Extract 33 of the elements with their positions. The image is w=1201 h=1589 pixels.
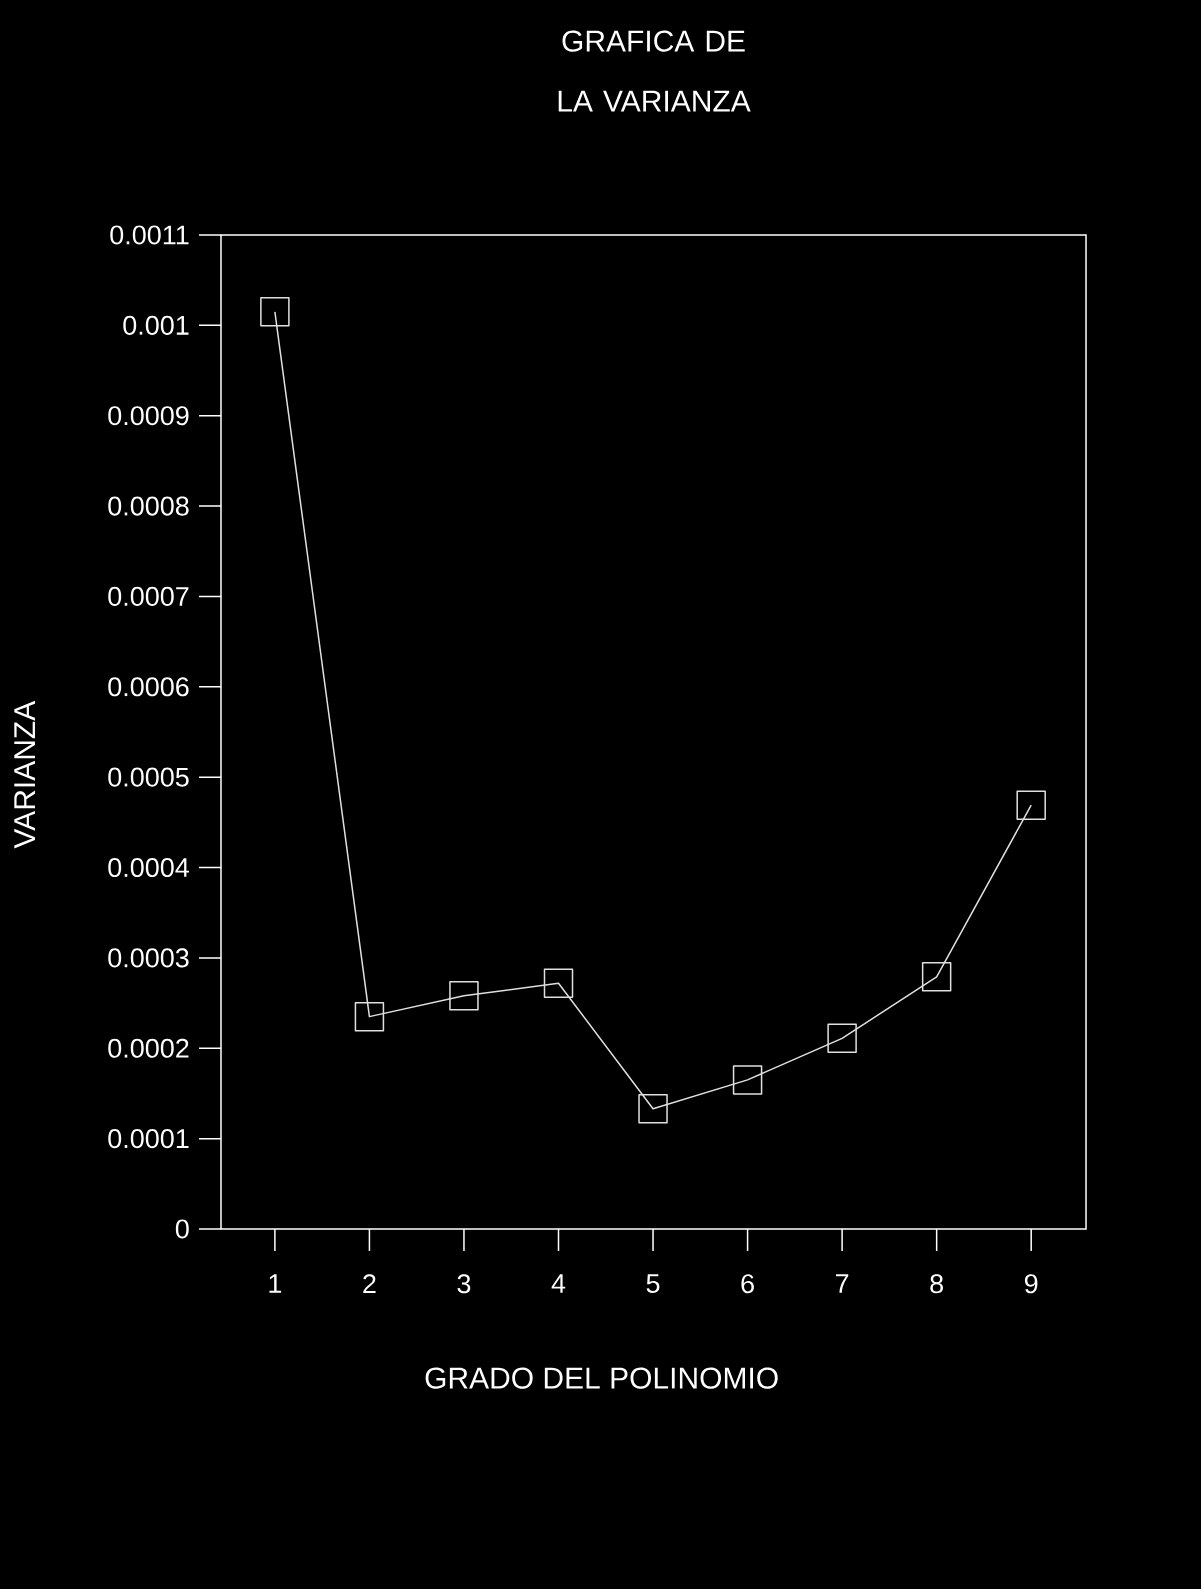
point: [449, 981, 479, 1011]
point: [921, 962, 952, 992]
x-tick-label: 6: [741, 1274, 754, 1294]
y-tick-label: 0.0005: [108, 767, 189, 787]
y-tick-label: 0.0001: [108, 1129, 189, 1149]
point: [732, 1065, 763, 1095]
point: [1016, 790, 1046, 820]
x-tick-label: 4: [551, 1274, 566, 1293]
y-tick-label: 0.0007: [108, 586, 189, 606]
x-tick-label: 5: [646, 1274, 660, 1294]
y-tick-label: 0.001: [123, 315, 189, 335]
y-axis-title: VARIANZA: [14, 700, 35, 849]
point: [354, 1001, 385, 1032]
x-tick-label: 2: [363, 1274, 376, 1294]
y-tick-label: 0.0004: [108, 857, 189, 878]
point: [543, 968, 574, 998]
point: [260, 297, 290, 327]
chart-title: GRAFICA DE LA VARIANZA: [558, 30, 751, 112]
point: [638, 1094, 668, 1124]
x-axis-title: GRADO DEL POLINOMIO: [425, 1367, 778, 1389]
y-tick-label: 0: [175, 1219, 189, 1239]
y-tick-label: 0.0003: [108, 948, 189, 968]
y-tick-label: 0.0009: [108, 406, 189, 426]
x-tick-label: 8: [930, 1274, 943, 1294]
y-tick-label: 0.0011: [110, 225, 189, 245]
point: [827, 1023, 857, 1054]
x-tick-label: 3: [457, 1274, 471, 1294]
x-tick-label: 9: [1024, 1274, 1038, 1294]
x-tick-label: 1: [269, 1274, 282, 1293]
y-tick-label: 0.0006: [108, 677, 189, 697]
y-tick-label: 0.0008: [108, 496, 189, 516]
x-tick-label: 7: [835, 1274, 849, 1293]
y-tick-label: 0.0002: [108, 1038, 189, 1058]
